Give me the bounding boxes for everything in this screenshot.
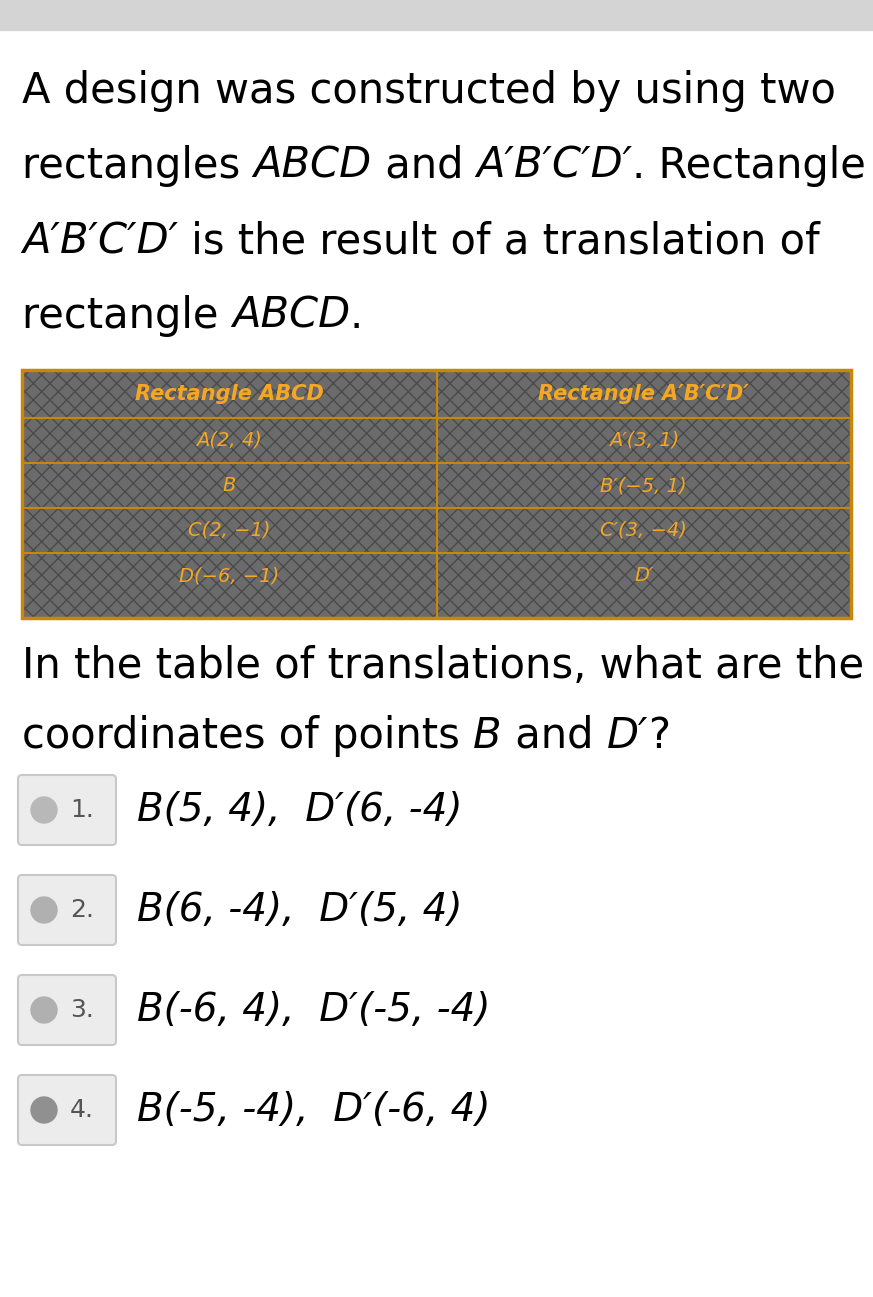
Circle shape (31, 1097, 57, 1123)
Text: A′B′C′D′: A′B′C′D′ (477, 145, 633, 187)
Text: A′(3, 1): A′(3, 1) (608, 431, 679, 450)
Text: and: and (502, 715, 607, 757)
Text: B: B (473, 715, 502, 757)
Text: Rectangle A′B′C′D′: Rectangle A′B′C′D′ (539, 384, 749, 403)
FancyBboxPatch shape (18, 776, 116, 846)
Text: D′: D′ (607, 715, 648, 757)
Text: . Rectangle: . Rectangle (633, 145, 866, 187)
Text: B′(−5, 1): B′(−5, 1) (601, 476, 687, 495)
Bar (22, 370, 851, 617)
Text: Rectangle ABCD: Rectangle ABCD (134, 384, 324, 403)
Text: rectangles: rectangles (22, 145, 253, 187)
Text: B(-6, 4),  D′(-5, -4): B(-6, 4), D′(-5, -4) (137, 991, 491, 1029)
Text: B(5, 4),  D′(6, -4): B(5, 4), D′(6, -4) (137, 791, 463, 829)
Text: A′B′C′D′: A′B′C′D′ (22, 220, 178, 262)
FancyBboxPatch shape (18, 1075, 116, 1145)
Text: is the result of a translation of: is the result of a translation of (178, 220, 820, 262)
Bar (22, 370, 851, 617)
Text: rectangle: rectangle (22, 294, 231, 337)
Text: C′(3, −4): C′(3, −4) (601, 521, 687, 540)
Text: coordinates of points: coordinates of points (22, 715, 473, 757)
Text: 4.: 4. (70, 1099, 94, 1122)
Text: 1.: 1. (70, 798, 94, 822)
Text: ABCD: ABCD (253, 145, 372, 187)
Bar (0, 0, 873, 30)
FancyBboxPatch shape (18, 975, 116, 1045)
Text: .: . (350, 294, 363, 337)
Text: B: B (223, 476, 236, 495)
Text: and: and (372, 145, 477, 187)
Circle shape (31, 997, 57, 1023)
Text: 2.: 2. (70, 898, 94, 922)
Text: D′: D′ (634, 565, 653, 585)
Text: D(−6, −1): D(−6, −1) (179, 565, 279, 585)
Circle shape (31, 898, 57, 923)
Bar (22, 370, 851, 617)
Text: B(6, -4),  D′(5, 4): B(6, -4), D′(5, 4) (137, 891, 463, 929)
Circle shape (31, 796, 57, 824)
FancyBboxPatch shape (18, 875, 116, 946)
Text: B(-5, -4),  D′(-6, 4): B(-5, -4), D′(-6, 4) (137, 1091, 491, 1128)
Text: ABCD: ABCD (231, 294, 350, 337)
Text: In the table of translations, what are the: In the table of translations, what are t… (22, 645, 864, 687)
Text: 3.: 3. (70, 997, 94, 1022)
Text: A design was constructed by using two: A design was constructed by using two (22, 70, 835, 112)
Text: ?: ? (648, 715, 670, 757)
Text: C(2, −1): C(2, −1) (188, 521, 271, 540)
Text: A(2, 4): A(2, 4) (196, 431, 262, 450)
